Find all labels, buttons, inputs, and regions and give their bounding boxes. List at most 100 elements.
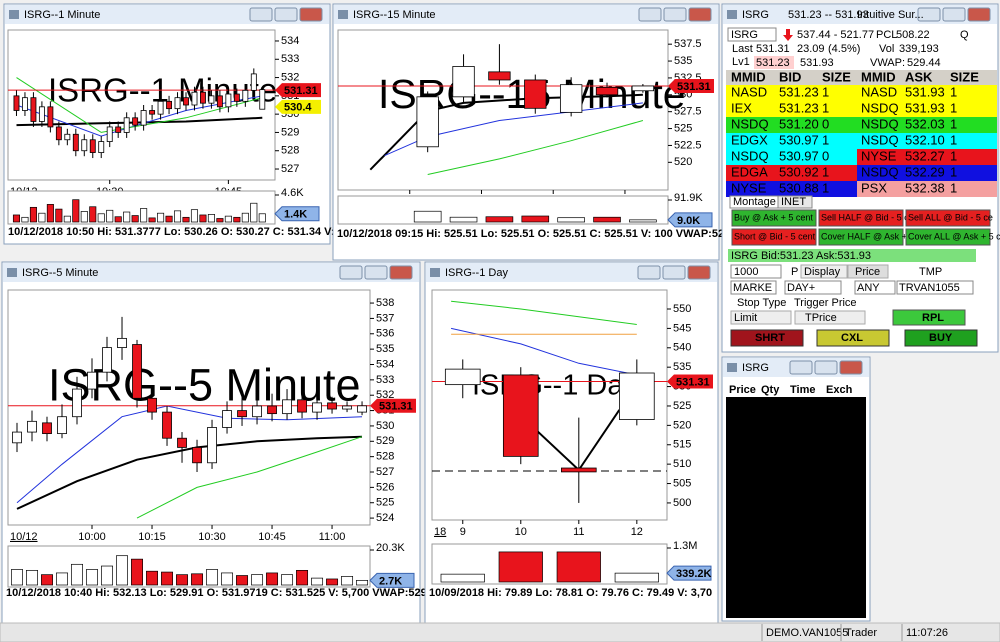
ts-cell: 0 — [761, 576, 767, 588]
volume-bar — [106, 209, 114, 223]
volume-bar — [148, 217, 156, 223]
qty-box[interactable] — [730, 264, 782, 279]
maximize-button[interactable] — [364, 265, 388, 280]
tprice-box[interactable] — [794, 310, 866, 325]
close-button[interactable] — [688, 7, 712, 22]
quote-cell: NASD — [731, 84, 767, 99]
tprice: TPrice — [805, 312, 837, 324]
limit-box[interactable] — [730, 310, 792, 325]
ts-cell: 531.49 — [729, 590, 763, 602]
ts-cell: FADF — [826, 508, 855, 520]
ts-header: Qty — [761, 384, 780, 396]
hotkey-button[interactable] — [731, 209, 817, 227]
candle-body — [452, 66, 475, 98]
candle-body — [47, 106, 54, 128]
ts-cell: 0 — [761, 425, 767, 437]
quote-cell: 1 — [950, 148, 957, 163]
window-icon — [727, 363, 737, 372]
volume-bar — [614, 572, 659, 583]
quote-cell: IEX — [731, 100, 752, 115]
close-button[interactable] — [687, 265, 711, 280]
volume-bar — [38, 212, 46, 223]
rpl-button[interactable] — [892, 309, 966, 326]
candle-body — [57, 416, 67, 435]
hotkey-button[interactable] — [905, 228, 991, 246]
volume-bar — [207, 214, 215, 223]
volume-bar — [161, 571, 173, 586]
ts-cell: 1 — [761, 549, 767, 561]
maximize-button[interactable] — [274, 7, 298, 22]
ts-header: Exch — [826, 384, 853, 396]
cxl-button[interactable] — [816, 329, 890, 347]
shrt-button[interactable] — [730, 329, 804, 347]
buy-button[interactable] — [904, 329, 978, 347]
candle-body — [55, 126, 62, 141]
volume-bar — [80, 211, 88, 223]
hotkey-button[interactable] — [905, 209, 991, 227]
y-tick-label: 525 — [673, 400, 691, 412]
y-tick-label: 525 — [376, 497, 394, 509]
hotkey-button[interactable] — [818, 228, 904, 246]
quote-button: Q — [960, 29, 969, 41]
ts-cell: FADF — [826, 466, 855, 478]
display-box[interactable] — [800, 264, 848, 279]
minimize-button[interactable] — [249, 7, 273, 22]
maximize-button[interactable] — [662, 265, 686, 280]
quote-cell: 1 — [822, 100, 829, 115]
candle-body — [259, 89, 266, 110]
volume-max-label: 91.9K — [674, 192, 703, 204]
candle-body — [117, 337, 127, 348]
quote-line: ISRG Bid:531.23 Ask:531.93 — [731, 250, 871, 262]
hotkey-button[interactable] — [818, 209, 904, 227]
window-title: ISRG--1 Day — [445, 267, 508, 279]
route-dropdown[interactable] — [784, 280, 842, 295]
volume-bar — [593, 216, 621, 223]
minimize-button[interactable] — [637, 265, 661, 280]
candle-body — [252, 405, 262, 418]
tab[interactable] — [777, 195, 813, 209]
volume-tag — [369, 572, 415, 588]
ts-cell: 0 — [761, 508, 767, 520]
route-dropdown[interactable] — [854, 280, 896, 295]
quote-cell: NASD — [861, 84, 897, 99]
price-tag-label: 531.31 — [676, 376, 710, 388]
volume-bar — [236, 575, 249, 586]
volume-bar — [173, 210, 182, 223]
bid-row — [726, 165, 857, 181]
ts-cell: 11:06:25 — [790, 590, 833, 602]
maximize-button[interactable] — [942, 7, 966, 22]
candle-body — [208, 95, 215, 104]
candle-body — [267, 405, 277, 415]
candle-body — [89, 139, 96, 153]
volume-bar — [266, 572, 279, 586]
price-tag-label: 530.4 — [284, 102, 312, 114]
close-button[interactable] — [967, 7, 991, 22]
maximize-button[interactable] — [814, 360, 838, 375]
quote-cell: 532.03 — [905, 116, 945, 131]
minimize-button[interactable] — [917, 7, 941, 22]
volume-bar — [258, 213, 266, 223]
route-dropdown[interactable] — [730, 280, 777, 295]
candle-body — [174, 97, 181, 110]
candle-body — [106, 126, 113, 142]
volume-bar — [356, 579, 369, 586]
price-box[interactable] — [847, 264, 889, 279]
last-label: Last — [732, 43, 753, 55]
hotkey-button[interactable] — [731, 228, 817, 246]
window-icon — [727, 10, 737, 19]
maximize-button[interactable] — [663, 7, 687, 22]
candle-body — [132, 117, 139, 126]
candle-body — [157, 100, 164, 115]
close-button[interactable] — [299, 7, 323, 22]
minimize-button[interactable] — [789, 360, 813, 375]
symbol-box[interactable] — [727, 27, 777, 42]
close-button[interactable] — [389, 265, 413, 280]
ts-cell: 11:07:19 — [790, 439, 833, 451]
minimize-button[interactable] — [339, 265, 363, 280]
candle-body — [297, 399, 307, 413]
close-button[interactable] — [839, 360, 863, 375]
minimize-button[interactable] — [638, 7, 662, 22]
route-dropdown[interactable] — [896, 280, 974, 295]
vwap: 529.44 — [907, 57, 941, 69]
candle-body — [282, 399, 292, 415]
